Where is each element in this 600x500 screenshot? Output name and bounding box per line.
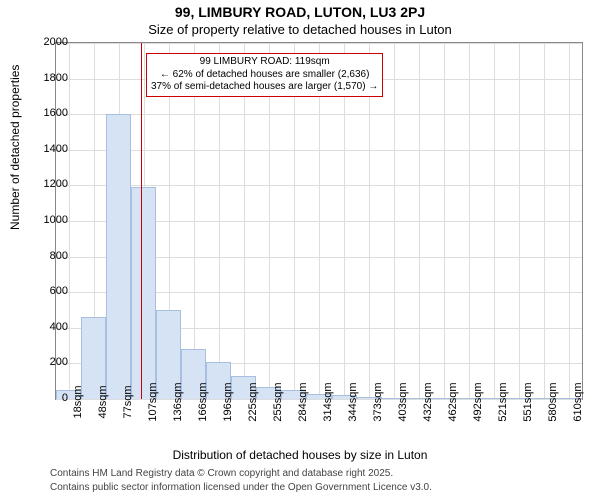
gridline-vertical xyxy=(494,43,495,399)
xtick-label: 492sqm xyxy=(472,382,484,421)
ytick-label: 0 xyxy=(28,392,68,404)
gridline-vertical xyxy=(519,43,520,399)
ytick-label: 1600 xyxy=(28,107,68,119)
ytick-label: 1000 xyxy=(28,214,68,226)
xtick-label: 580sqm xyxy=(547,382,559,421)
ytick-label: 1800 xyxy=(28,72,68,84)
gridline-vertical xyxy=(544,43,545,399)
ytick-label: 800 xyxy=(28,250,68,262)
ytick-label: 400 xyxy=(28,321,68,333)
ytick-label: 200 xyxy=(28,356,68,368)
xtick-label: 403sqm xyxy=(397,382,409,421)
annotation-line: ← 62% of detached houses are smaller (2,… xyxy=(151,69,378,82)
xtick-label: 462sqm xyxy=(447,382,459,421)
xtick-label: 48sqm xyxy=(97,385,109,418)
plot-area: 99 LIMBURY ROAD: 119sqm← 62% of detached… xyxy=(55,42,583,400)
ytick-label: 1400 xyxy=(28,143,68,155)
gridline-vertical xyxy=(419,43,420,399)
gridline-vertical xyxy=(394,43,395,399)
chart-title-sub: Size of property relative to detached ho… xyxy=(0,22,600,37)
gridline-vertical xyxy=(444,43,445,399)
xtick-label: 225sqm xyxy=(247,382,259,421)
xtick-label: 344sqm xyxy=(347,382,359,421)
ytick-label: 2000 xyxy=(28,36,68,48)
ytick-label: 600 xyxy=(28,285,68,297)
xtick-label: 432sqm xyxy=(422,382,434,421)
xtick-label: 314sqm xyxy=(322,382,334,421)
xtick-label: 284sqm xyxy=(297,382,309,421)
xtick-label: 18sqm xyxy=(72,385,84,418)
histogram-bar xyxy=(131,187,156,399)
y-axis-label: Number of detached properties xyxy=(8,65,22,230)
xtick-label: 77sqm xyxy=(122,385,134,418)
chart-title-main: 99, LIMBURY ROAD, LUTON, LU3 2PJ xyxy=(0,4,600,20)
reference-line xyxy=(141,43,142,399)
gridline-vertical xyxy=(69,43,70,399)
gridline-vertical xyxy=(469,43,470,399)
footer-licence: Contains public sector information licen… xyxy=(50,482,432,493)
x-axis-label: Distribution of detached houses by size … xyxy=(0,448,600,462)
histogram-bar xyxy=(106,114,131,399)
xtick-label: 551sqm xyxy=(522,382,534,421)
xtick-label: 196sqm xyxy=(222,382,234,421)
ytick-label: 1200 xyxy=(28,178,68,190)
xtick-label: 373sqm xyxy=(372,382,384,421)
xtick-label: 610sqm xyxy=(572,382,584,421)
xtick-label: 136sqm xyxy=(172,382,184,421)
xtick-label: 166sqm xyxy=(197,382,209,421)
annotation-box: 99 LIMBURY ROAD: 119sqm← 62% of detached… xyxy=(146,53,383,97)
annotation-line: 99 LIMBURY ROAD: 119sqm xyxy=(151,56,378,69)
annotation-line: 37% of semi-detached houses are larger (… xyxy=(151,81,378,94)
xtick-label: 107sqm xyxy=(147,382,159,421)
footer-copyright: Contains HM Land Registry data © Crown c… xyxy=(50,468,393,479)
gridline-vertical xyxy=(569,43,570,399)
chart-container: 99, LIMBURY ROAD, LUTON, LU3 2PJ Size of… xyxy=(0,0,600,500)
xtick-label: 255sqm xyxy=(272,382,284,421)
xtick-label: 521sqm xyxy=(497,382,509,421)
